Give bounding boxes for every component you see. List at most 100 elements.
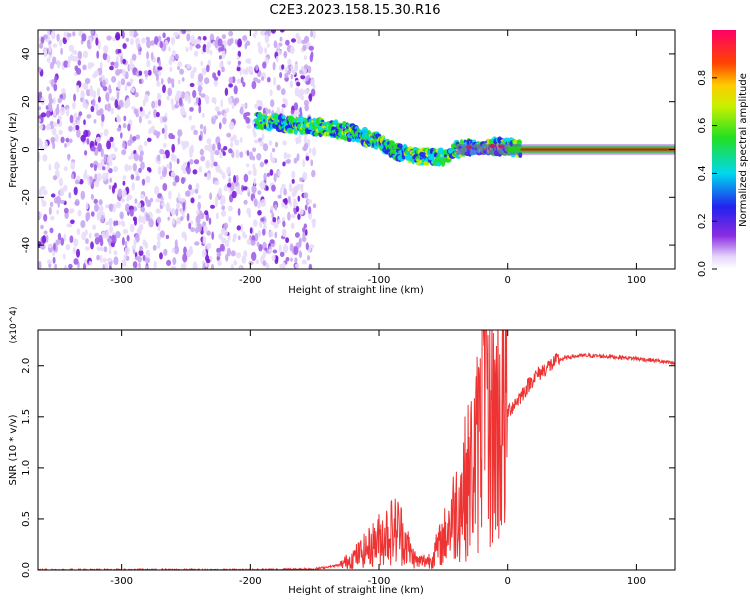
- spectrogram-noise-blob: [241, 255, 247, 264]
- spectrogram-noise-blob: [140, 161, 145, 170]
- spectrogram-noise-blob: [274, 204, 277, 210]
- spectrogram-noise-blob: [285, 39, 290, 46]
- spectrogram-noise-blob: [117, 80, 121, 90]
- spectrogram-noise-blob: [256, 99, 262, 105]
- spectrogram-noise-blob: [42, 235, 47, 244]
- spectrogram-noise-blob: [130, 57, 133, 67]
- spectrogram-noise-blob: [145, 265, 149, 269]
- spectrogram-noise-blob: [80, 220, 86, 229]
- spectrogram-noise-blob: [256, 241, 260, 247]
- spectrogram-noise-blob: [222, 117, 227, 125]
- spectrogram-noise-blob: [301, 259, 307, 265]
- spectrogram-noise-blob: [200, 60, 203, 67]
- spectrogram-noise-blob: [78, 111, 83, 117]
- spectrogram-noise-blob: [125, 203, 130, 213]
- spectrogram-noise-blob: [269, 89, 273, 97]
- spectrogram-noise-blob: [76, 228, 81, 235]
- spectrogram-noise-blob: [167, 216, 170, 221]
- spectrogram-noise-blob: [310, 159, 314, 167]
- spectrogram-noise-blob: [185, 30, 192, 33]
- spectrogram-noise-blob: [251, 185, 257, 194]
- spectrogram-noise-blob: [56, 209, 60, 215]
- spectrogram-noise-blob: [200, 93, 206, 98]
- spectrogram-noise-blob: [223, 112, 227, 118]
- spectrogram-noise-blob: [156, 81, 161, 87]
- spectrogram-noise-blob: [192, 89, 197, 99]
- spectrogram-noise-blob: [40, 97, 45, 105]
- spectrogram-noise-blob: [49, 44, 52, 53]
- spectrogram-noise-blob: [171, 134, 176, 140]
- spectrogram-noise-blob: [228, 215, 232, 223]
- spectrogram-noise-blob: [162, 183, 168, 191]
- spectrogram-noise-blob: [279, 72, 283, 79]
- spectrogram-noise-blob: [127, 165, 132, 171]
- spectrogram-noise-blob: [170, 208, 176, 216]
- spectrogram-noise-blob: [147, 69, 152, 76]
- spectrogram-noise-blob: [53, 83, 58, 92]
- spectrogram-noise-blob: [254, 103, 259, 109]
- spectrogram-noise-blob: [223, 222, 229, 230]
- spectrogram-noise-blob: [193, 50, 199, 57]
- spectrogram-noise-blob: [305, 75, 309, 82]
- spectrogram-noise-blob: [219, 151, 224, 159]
- spectrogram-noise-blob: [281, 201, 285, 208]
- spectrogram-noise-blob: [221, 49, 226, 59]
- spectrogram-noise-blob: [169, 161, 172, 171]
- spectrogram-noise-blob: [210, 263, 215, 269]
- spectrogram-noise-blob: [63, 207, 69, 214]
- spectrogram-noise-blob: [110, 241, 115, 248]
- spectrogram-noise-blob: [100, 246, 104, 252]
- spectrogram-noise-blob: [187, 95, 192, 104]
- y-tick-label: 1.5: [21, 409, 32, 425]
- spectrogram-noise-blob: [96, 172, 102, 182]
- spectrogram-noise-blob: [122, 58, 127, 64]
- spectrogram-noise-blob: [162, 142, 167, 149]
- spectrogram-noise-blob: [101, 79, 107, 87]
- spectrogram-noise-blob: [185, 165, 189, 172]
- spectrogram-noise-blob: [206, 242, 212, 249]
- spectrogram-noise-blob: [253, 139, 259, 144]
- spectrogram-noise-blob: [216, 251, 222, 257]
- spectrogram-noise-blob: [82, 64, 87, 71]
- spectrogram-noise-blob: [156, 240, 161, 249]
- spectrogram-noise-blob: [60, 237, 65, 246]
- spectrogram-noise-blob: [230, 250, 236, 257]
- spectrogram-noise-blob: [220, 200, 224, 206]
- spectrogram-noise-blob: [221, 205, 226, 211]
- spectrogram-noise-blob: [94, 232, 100, 238]
- spectrogram-noise-blob: [105, 92, 110, 101]
- x-tick-label: 0: [505, 576, 511, 587]
- spectrogram-noise-blob: [107, 155, 113, 164]
- spectrogram-noise-blob: [106, 35, 112, 41]
- spectrogram-noise-blob: [121, 142, 126, 149]
- spectrogram-noise-blob: [228, 205, 233, 212]
- spectrogram-noise-blob: [201, 67, 207, 76]
- spectrogram-noise-blob: [285, 153, 292, 158]
- colorbar-tick-label: 0.4: [697, 165, 708, 181]
- spectrogram-noise-blob: [260, 30, 266, 36]
- spectrogram-noise-blob: [239, 265, 243, 269]
- spectrogram-noise-blob: [175, 54, 179, 60]
- spectrogram-noise-blob: [269, 239, 275, 244]
- spectrogram-noise-blob: [61, 88, 66, 94]
- spectrogram-noise-blob: [148, 167, 152, 173]
- figure-title: C2E3.2023.158.15.30.R16: [269, 3, 440, 18]
- spectrogram-noise-blob: [177, 192, 181, 202]
- spectrogram-noise-blob: [46, 57, 51, 64]
- spectrogram-noise-blob: [247, 58, 252, 65]
- spectrogram-noise-blob: [40, 185, 46, 191]
- spectrogram-noise-blob: [216, 247, 222, 254]
- spectrogram-noise-blob: [177, 91, 182, 96]
- spectrogram-noise-blob: [307, 65, 312, 74]
- spectrogram-noise-blob: [294, 257, 298, 264]
- spectrogram-noise-blob: [113, 165, 118, 173]
- spectrogram-noise-blob: [283, 188, 287, 196]
- y-tick-label: 0.0: [21, 562, 32, 578]
- spectrogram-noise-blob: [142, 99, 146, 107]
- spectrogram-noise-blob: [174, 175, 180, 183]
- y-tick-label: 40: [21, 48, 32, 61]
- spectrogram-noise-blob: [273, 76, 277, 86]
- spectrogram-noise-blob: [74, 124, 80, 131]
- spectrogram-noise-blob: [273, 172, 277, 183]
